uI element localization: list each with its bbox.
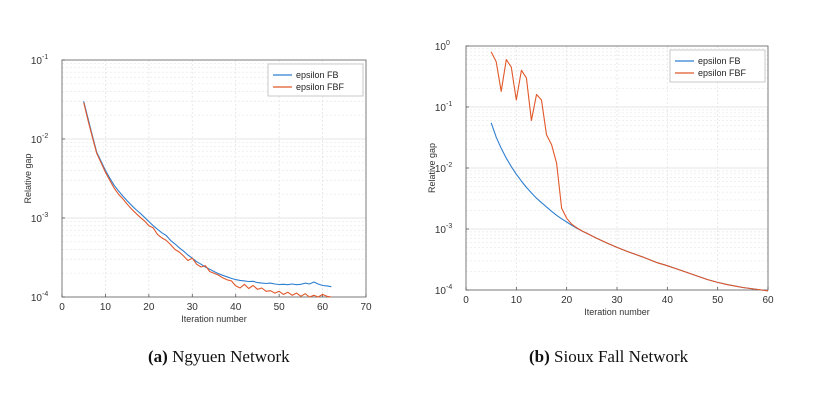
legend: epsilon FB epsilon FBF	[669, 49, 766, 83]
y-tick-exponent: 0	[446, 40, 450, 47]
y-tick-label: 10	[435, 103, 447, 114]
legend-label: epsilon FB	[698, 56, 741, 66]
caption-a-text: Ngyuen Network	[172, 347, 290, 366]
legend-label: epsilon FBF	[296, 82, 345, 92]
x-tick-label: 40	[230, 302, 242, 313]
caption-a-label: (a)	[148, 347, 168, 366]
y-tick-label: 10	[435, 225, 447, 236]
y-tick-label: 10	[31, 135, 43, 146]
y-tick-label: 10	[31, 293, 43, 304]
x-tick-label: 60	[762, 295, 774, 306]
y-tick-label: 10	[31, 56, 43, 67]
x-tick-label: 50	[712, 295, 724, 306]
x-axis-label: Iteration number	[584, 307, 650, 317]
grid	[465, 46, 769, 291]
y-tick-exponent: -3	[42, 212, 48, 219]
x-tick-label: 20	[143, 302, 155, 313]
y-tick-label: 10	[31, 214, 43, 225]
y-tick-exponent: -2	[446, 162, 452, 169]
series-line-fbf	[490, 51, 769, 292]
y-tick-exponent: -4	[42, 291, 48, 298]
x-tick-label: 40	[662, 295, 674, 306]
x-tick-label: 30	[611, 295, 623, 306]
series-line-fbf	[83, 102, 332, 298]
axes-frame	[61, 59, 367, 298]
y-tick-label: 10	[435, 164, 447, 175]
caption-b-text: Sioux Fall Network	[554, 347, 689, 366]
series-line-fb	[490, 122, 769, 292]
caption-b: (b) Sioux Fall Network	[529, 347, 688, 367]
y-tick-exponent: -1	[42, 54, 48, 61]
y-tick-exponent: -1	[446, 101, 452, 108]
y-tick-exponent: -4	[446, 284, 452, 291]
x-tick-label: 0	[463, 295, 469, 306]
x-tick-label: 10	[511, 295, 523, 306]
x-tick-label: 0	[59, 302, 65, 313]
legend-box	[267, 63, 364, 97]
y-tick-exponent: -2	[42, 133, 48, 140]
y-tick-exponent: -3	[446, 223, 452, 230]
legend-box	[669, 49, 766, 83]
x-tick-label: 50	[274, 302, 286, 313]
legend: epsilon FB epsilon FBF	[267, 63, 364, 97]
x-tick-label: 70	[360, 302, 372, 313]
legend-label: epsilon FBF	[698, 68, 747, 78]
x-tick-label: 30	[187, 302, 199, 313]
y-tick-label: 10	[435, 286, 447, 297]
x-tick-label: 60	[317, 302, 329, 313]
x-tick-label: 10	[100, 302, 112, 313]
caption-a: (a) Ngyuen Network	[148, 347, 290, 367]
x-tick-label: 20	[561, 295, 573, 306]
x-axis-label: Iteration number	[181, 314, 247, 324]
legend-label: epsilon FB	[296, 70, 339, 80]
y-axis-label: Relative gap	[23, 153, 33, 203]
caption-b-label: (b)	[529, 347, 550, 366]
y-tick-label: 10	[435, 42, 447, 53]
y-axis-label: Relative gap	[427, 143, 437, 193]
